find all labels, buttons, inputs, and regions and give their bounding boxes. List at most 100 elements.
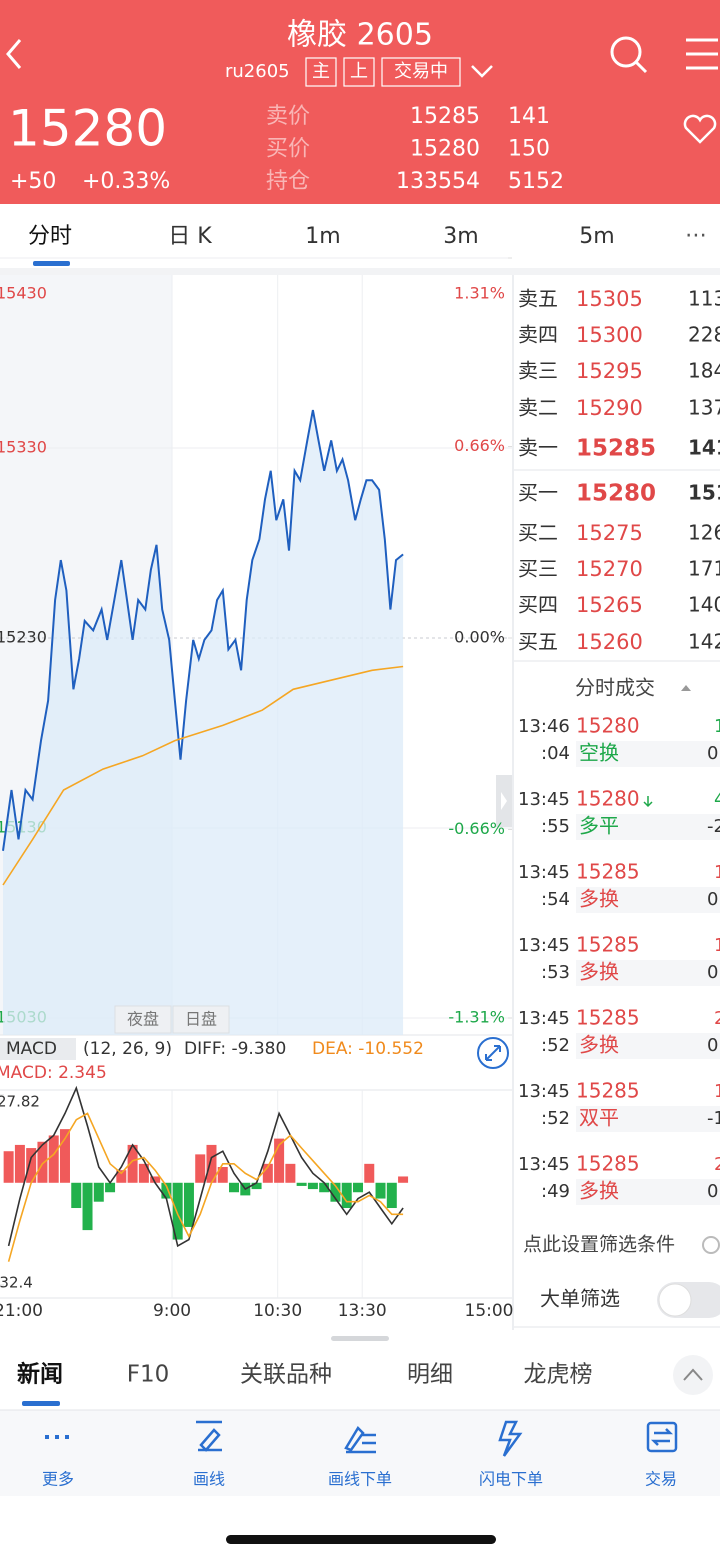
divider (0, 268, 720, 275)
icon-draw (196, 1420, 222, 1452)
menu-button[interactable] (686, 38, 718, 70)
quote-volume: 150 (508, 137, 550, 162)
trade-price: 15285 (576, 1152, 640, 1176)
badge-box (343, 57, 375, 87)
toolbar-label[interactable]: 闪电下单 (479, 1470, 543, 1489)
expand-icon (485, 1045, 501, 1061)
tabs-bg (0, 204, 720, 268)
more-tabs[interactable]: ⋯ (685, 223, 707, 248)
x-tick-label: 21:00 (0, 1301, 43, 1321)
bottom-tab[interactable]: 关联品种 (240, 1362, 332, 1388)
macd-bar (262, 1163, 273, 1183)
macd-value: MACD: 2.345 (0, 1063, 107, 1083)
tab[interactable]: 1m (305, 224, 340, 249)
trade-volume: 1 (714, 862, 720, 883)
trade-row-bg (576, 741, 720, 767)
trade-volume-change: 0 (707, 962, 718, 983)
book-label: 卖三 (518, 359, 558, 383)
book-volume: 228 (688, 323, 720, 347)
bottom-tab[interactable]: 龙虎榜 (524, 1362, 593, 1388)
sort-arrow (681, 685, 691, 691)
trade-price: 15280 (576, 787, 640, 811)
macd-dea: DEA: -10.552 (312, 1039, 424, 1059)
favorite-button[interactable] (683, 114, 717, 144)
quote-label: 持仓 (266, 169, 310, 194)
macd-bar (341, 1182, 352, 1209)
diff-line (7, 1085, 404, 1248)
trade-volume: 2 (714, 1008, 720, 1029)
quote-price: 15285 (410, 104, 480, 129)
y2-tick-label: 1.31% (454, 284, 505, 303)
settings-icon[interactable] (702, 1236, 720, 1254)
trade-sec: :49 (541, 1181, 570, 1202)
trade-volume-change: 0 (707, 1181, 718, 1202)
session-box (114, 1005, 172, 1034)
dropdown[interactable] (471, 65, 493, 78)
tab[interactable]: 分时 (28, 224, 72, 249)
toolbar-label[interactable]: 画线 (193, 1470, 225, 1489)
macd-bar (352, 1182, 363, 1193)
collapse-arrow (501, 792, 507, 810)
x-tick-label: 15:00 (465, 1301, 514, 1321)
drag-handle[interactable] (331, 1336, 389, 1341)
x-tick-label: 10:30 (253, 1301, 302, 1321)
macd-bar (116, 1170, 127, 1183)
macd-bar (37, 1141, 48, 1183)
search-button[interactable] (610, 36, 642, 68)
quote-label: 卖价 (266, 104, 310, 129)
macd-bar (59, 1129, 70, 1183)
macd-bar (307, 1182, 318, 1190)
toolbar-label[interactable]: 画线下单 (328, 1470, 392, 1489)
home-indicator (226, 1535, 496, 1544)
bottom-tab[interactable]: 明细 (407, 1362, 453, 1388)
trade-sec: :52 (541, 1108, 570, 1129)
badge-box (305, 57, 337, 87)
filter-hint[interactable]: 点此设置筛选条件 (523, 1234, 675, 1256)
news-indicator (22, 1401, 60, 1406)
macd-bar (150, 1176, 161, 1183)
book-price: 15305 (576, 287, 643, 311)
macd-bar (71, 1182, 82, 1209)
collapse-chevron (683, 1368, 703, 1381)
expand-button[interactable] (477, 1037, 509, 1069)
macd-name[interactable]: MACD (6, 1039, 57, 1059)
tab[interactable]: 日 K (168, 224, 212, 249)
trade-row-bg (576, 960, 720, 986)
quote-price: 15280 (410, 137, 480, 162)
macd-bar (364, 1163, 375, 1183)
trade-row-bg (576, 814, 720, 840)
code: ru2605 (225, 61, 290, 82)
quote-volume: 5152 (508, 169, 564, 194)
tab[interactable]: 3m (443, 224, 478, 249)
trade-row-bg (576, 1179, 720, 1205)
macd-label-bg[interactable] (0, 1038, 76, 1060)
tab[interactable]: 5m (579, 224, 614, 249)
book-label: 买三 (518, 557, 558, 581)
macd-bar (93, 1182, 104, 1202)
toolbar-label[interactable]: 更多 (42, 1470, 74, 1489)
y-tick-label: 15330 (0, 438, 47, 457)
trade-time: 13:45 (518, 1008, 570, 1029)
book-label: 卖四 (518, 323, 558, 347)
book-volume: 137 (688, 396, 720, 420)
book-price: 15290 (576, 396, 643, 420)
toolbar-label[interactable]: 交易 (645, 1470, 677, 1489)
trade-time: 13:45 (518, 789, 570, 810)
trade-time: 13:45 (518, 1154, 570, 1175)
trade-volume-change: 0 (707, 889, 718, 910)
bottom-tab[interactable]: 新闻 (17, 1361, 63, 1388)
bottom-tab[interactable]: F10 (127, 1362, 170, 1388)
macd-bar (161, 1182, 172, 1199)
badge: 交易中 (394, 61, 448, 82)
badge: 上 (350, 61, 368, 82)
book-volume: 113 (688, 287, 720, 311)
y2-tick-label: -1.31% (448, 1008, 505, 1027)
collapse-button[interactable] (673, 1355, 713, 1395)
trade-volume: 1 (714, 716, 720, 737)
back-button[interactable] (6, 39, 22, 69)
macd-bar (3, 1151, 14, 1183)
macd-bar (48, 1135, 59, 1183)
trade-price: 15285 (576, 860, 640, 884)
trade-time: 13:45 (518, 862, 570, 883)
